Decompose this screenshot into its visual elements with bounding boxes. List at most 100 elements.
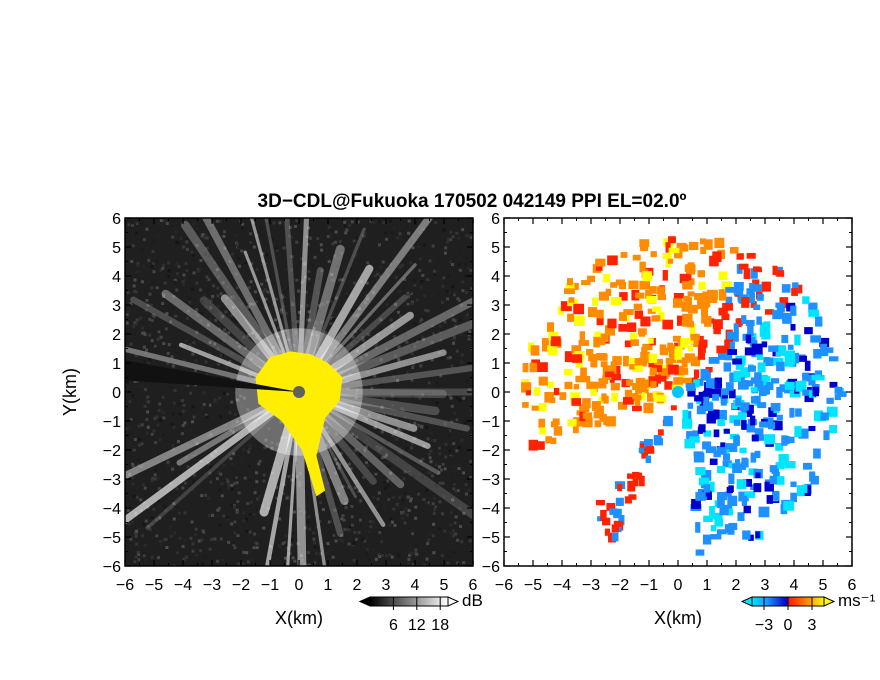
reflectivity-noise (191, 352, 195, 356)
reflectivity-noise (447, 335, 451, 339)
reflectivity-noise (330, 534, 334, 538)
velocity-cell (798, 355, 808, 362)
velocity-cell (828, 356, 839, 362)
reflectivity-noise (467, 522, 471, 526)
reflectivity-noise (456, 396, 460, 400)
reflectivity-noise (432, 512, 436, 516)
reflectivity-noise (457, 445, 461, 449)
reflectivity-noise (134, 555, 138, 559)
reflectivity-noise (375, 447, 379, 451)
velocity-cell (733, 370, 741, 382)
reflectivity-noise (388, 412, 392, 416)
velocity-cell (550, 437, 557, 445)
reflectivity-noise (230, 487, 234, 491)
reflectivity-noise (285, 496, 289, 500)
velocity-cell (725, 296, 733, 304)
reflectivity-noise (316, 237, 320, 241)
reflectivity-noise (271, 237, 275, 241)
reflectivity-noise (163, 505, 167, 509)
velocity-cell (726, 486, 734, 494)
velocity-cell (820, 412, 829, 421)
velocity-cell (774, 476, 785, 485)
reflectivity-noise (333, 501, 337, 505)
reflectivity-noise (224, 405, 228, 409)
y-tick-label: −6 (103, 559, 121, 576)
velocity-cell (756, 316, 762, 325)
reflectivity-noise (442, 328, 446, 332)
reflectivity-noise (135, 542, 139, 546)
reflectivity-noise (206, 230, 210, 234)
reflectivity-noise (184, 238, 188, 242)
reflectivity-noise (227, 483, 231, 487)
velocity-cell (781, 334, 789, 343)
reflectivity-noise (153, 416, 157, 420)
velocity-cell (619, 312, 627, 321)
reflectivity-noise (137, 437, 141, 441)
x-tick-label: −2 (232, 577, 250, 594)
reflectivity-noise (140, 280, 144, 284)
reflectivity-noise (179, 236, 183, 240)
reflectivity-noise (215, 240, 219, 244)
reflectivity-noise (459, 256, 463, 260)
reflectivity-noise (447, 433, 451, 437)
reflectivity-noise (205, 489, 209, 493)
velocity-cell (667, 364, 679, 375)
reflectivity-noise (216, 508, 220, 512)
reflectivity-noise (135, 231, 139, 235)
reflectivity-noise (208, 227, 212, 231)
reflectivity-noise (233, 546, 237, 550)
reflectivity-noise (224, 423, 228, 427)
reflectivity-noise (189, 446, 193, 450)
reflectivity-noise (364, 224, 368, 228)
reflectivity-noise (407, 557, 411, 561)
reflectivity-noise (454, 324, 458, 328)
reflectivity-noise (262, 526, 266, 530)
reflectivity-noise (144, 558, 148, 562)
velocity-cell (606, 502, 616, 511)
reflectivity-noise (379, 446, 383, 450)
reflectivity-noise (468, 330, 472, 334)
radar-site-marker (293, 386, 305, 398)
reflectivity-noise (315, 545, 319, 549)
reflectivity-noise (350, 504, 354, 508)
reflectivity-noise (312, 537, 316, 541)
velocity-cell (808, 309, 820, 317)
velocity-cell (658, 429, 664, 436)
reflectivity-noise (278, 517, 282, 521)
reflectivity-noise (304, 290, 308, 294)
reflectivity-noise (371, 290, 375, 294)
velocity-cell (829, 381, 838, 388)
reflectivity-noise (290, 268, 294, 272)
reflectivity-noise (400, 407, 404, 411)
reflectivity-noise (278, 221, 282, 225)
reflectivity-noise (469, 268, 473, 272)
reflectivity-noise (171, 467, 175, 471)
reflectivity-noise (156, 423, 160, 427)
reflectivity-noise (375, 270, 379, 274)
reflectivity-noise (296, 342, 300, 346)
reflectivity-noise (216, 305, 220, 309)
velocity-cell (672, 335, 681, 342)
reflectivity-noise (387, 461, 391, 465)
velocity-cell (674, 348, 682, 360)
reflectivity-noise (397, 359, 401, 363)
reflectivity-noise (386, 274, 390, 278)
reflectivity-noise (241, 544, 245, 548)
reflectivity-noise (338, 537, 342, 541)
reflectivity-noise (460, 360, 464, 364)
velocity-cell (548, 331, 559, 341)
reflectivity-noise (236, 534, 240, 538)
reflectivity-noise (145, 227, 149, 231)
reflectivity-noise (409, 239, 413, 243)
velocity-cell (587, 275, 596, 283)
reflectivity-noise (465, 379, 469, 383)
reflectivity-noise (211, 294, 215, 298)
reflectivity-noise (395, 379, 399, 383)
reflectivity-noise (315, 333, 319, 337)
reflectivity-noise (250, 486, 254, 490)
reflectivity-noise (198, 342, 202, 346)
velocity-cell (580, 367, 587, 378)
velocity-cell (820, 343, 827, 354)
reflectivity-noise (412, 363, 416, 367)
